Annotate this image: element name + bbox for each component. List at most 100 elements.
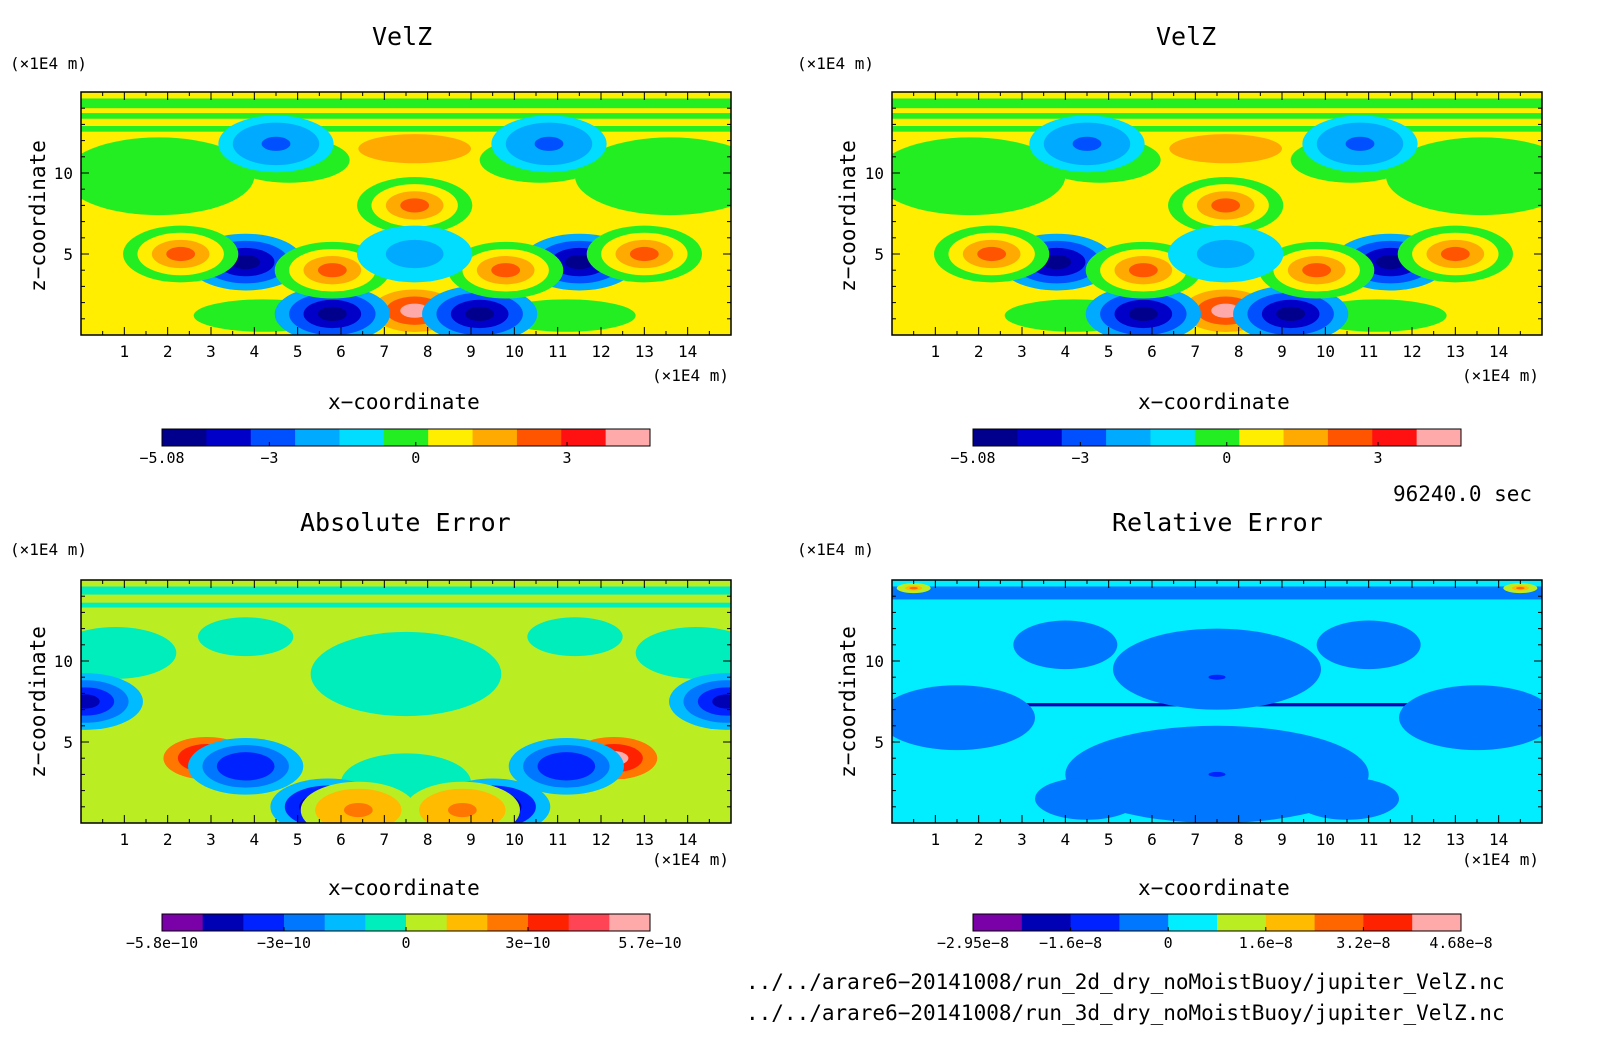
- colorbar-swatch: [162, 914, 204, 931]
- x-axis-label: x−coordinate: [328, 876, 480, 900]
- contour-feature: [400, 303, 430, 318]
- colorbar-label: 3: [563, 449, 572, 467]
- x-tick-label: 1: [120, 342, 130, 361]
- contour-feature: [400, 246, 430, 262]
- y-axis-label: z−coordinate: [25, 626, 50, 778]
- x-tick-label: 9: [1277, 342, 1287, 361]
- contour-feature: [447, 802, 477, 818]
- colorbar-label: 0: [1164, 934, 1173, 952]
- colorbar-label: −5.8e−10: [126, 934, 198, 952]
- field-region: [1013, 620, 1118, 670]
- field-band: [81, 126, 731, 132]
- field-region: [892, 137, 1066, 216]
- field-region: [1316, 620, 1421, 670]
- x-tick-label: 2: [163, 830, 173, 849]
- x-unit-label: (×1E4 m): [652, 850, 730, 869]
- x-tick-label: 14: [1489, 830, 1508, 849]
- x-tick-label: 12: [1402, 830, 1421, 849]
- colorbar-swatch: [206, 429, 252, 446]
- contour-feature: [1211, 198, 1241, 213]
- x-axis-label: x−coordinate: [1138, 390, 1290, 414]
- x-tick-label: 3: [1017, 830, 1027, 849]
- field-band: [892, 126, 1542, 132]
- contour-feature: [1516, 586, 1525, 590]
- contour-feature: [231, 255, 261, 270]
- z-unit-label: (×1E4 m): [10, 540, 88, 559]
- colorbar-swatch: [472, 429, 518, 446]
- y-tick-label: 5: [874, 245, 884, 264]
- colorbar-swatch: [446, 914, 488, 931]
- colorbar-swatch: [162, 429, 207, 446]
- panel-title-rel-error: Relative Error: [1112, 508, 1323, 537]
- x-tick-label: 6: [1147, 830, 1157, 849]
- colorbar-swatch: [973, 914, 1023, 931]
- colorbar-swatch: [284, 914, 326, 931]
- x-tick-label: 14: [678, 342, 697, 361]
- field-region: [310, 631, 502, 717]
- x-tick-label: 2: [974, 830, 984, 849]
- x-tick-label: 1: [931, 830, 941, 849]
- x-tick-label: 12: [1402, 342, 1421, 361]
- colorbar-swatch: [1194, 429, 1240, 446]
- field-region: [81, 626, 177, 679]
- colorbar-swatch: [1314, 914, 1364, 931]
- colorbar-swatch: [1119, 914, 1169, 931]
- field-region: [575, 137, 731, 216]
- colorbar-label: −2.95e−8: [937, 934, 1009, 952]
- colorbar-swatch: [406, 914, 448, 931]
- x-tick-label: 1: [931, 342, 941, 361]
- field-band: [892, 98, 1542, 109]
- panel-title-velz-3d: VelZ: [372, 22, 433, 51]
- y-tick-label: 10: [865, 164, 884, 183]
- x-tick-label: 5: [293, 830, 303, 849]
- colorbar-swatch: [1265, 914, 1316, 931]
- contour-feature: [1375, 255, 1405, 270]
- x-tick-label: 3: [206, 342, 216, 361]
- y-tick-label: 10: [865, 652, 884, 671]
- colorbar-swatch: [1168, 914, 1218, 931]
- colorbar-swatch: [487, 914, 529, 931]
- colorbar-swatch: [243, 914, 285, 931]
- field-band: [892, 586, 1542, 600]
- x-tick-label: 8: [423, 830, 433, 849]
- x-tick-label: 6: [336, 830, 346, 849]
- y-tick-label: 5: [874, 733, 884, 752]
- colorbar-swatch: [516, 429, 562, 446]
- colorbar-swatch: [428, 429, 474, 446]
- contour-feature: [1212, 675, 1222, 679]
- field-region: [1169, 134, 1282, 164]
- contour-feature: [564, 255, 594, 270]
- x-tick-label: 10: [1316, 342, 1335, 361]
- contour-feature: [81, 694, 100, 709]
- x-tick-label: 2: [163, 342, 173, 361]
- field-region: [892, 685, 1035, 751]
- x-unit-label: (×1E4 m): [652, 366, 730, 385]
- x-tick-label: 7: [380, 830, 390, 849]
- time-label: 96240.0 sec: [1393, 482, 1533, 506]
- colorbar: −5.08 −3 0 3: [139, 428, 651, 467]
- colorbar-label: 1.6e−8: [1239, 934, 1293, 952]
- colorbar-label: −5.08: [950, 449, 995, 467]
- colorbar-label: 3e−10: [505, 934, 550, 952]
- x-tick-label: 5: [293, 342, 303, 361]
- contour-feature: [166, 246, 196, 262]
- x-tick-label: 11: [1359, 342, 1378, 361]
- colorbar: −2.95e−8 −1.6e−8 0 1.6e−8 3.2e−8 4.68e−8: [937, 913, 1493, 952]
- x-tick-label: 6: [336, 342, 346, 361]
- colorbar-swatch: [1017, 429, 1063, 446]
- x-tick-label: 4: [1061, 830, 1071, 849]
- colorbar-swatch: [1239, 429, 1285, 446]
- contour-feature: [1072, 136, 1102, 151]
- colorbar-label: −1.6e−8: [1039, 934, 1102, 952]
- colorbar-label: 3: [1374, 449, 1383, 467]
- x-tick-label: 3: [1017, 342, 1027, 361]
- colorbar-label: −3: [260, 449, 278, 467]
- colorbar-label: −3e−10: [257, 934, 311, 952]
- panel-title-abs-error: Absolute Error: [300, 508, 511, 537]
- colorbar-swatch: [1327, 429, 1373, 446]
- x-tick-label: 5: [1104, 342, 1114, 361]
- x-tick-label: 14: [678, 830, 697, 849]
- y-tick-label: 5: [63, 245, 73, 264]
- colorbar-swatch: [1412, 914, 1462, 931]
